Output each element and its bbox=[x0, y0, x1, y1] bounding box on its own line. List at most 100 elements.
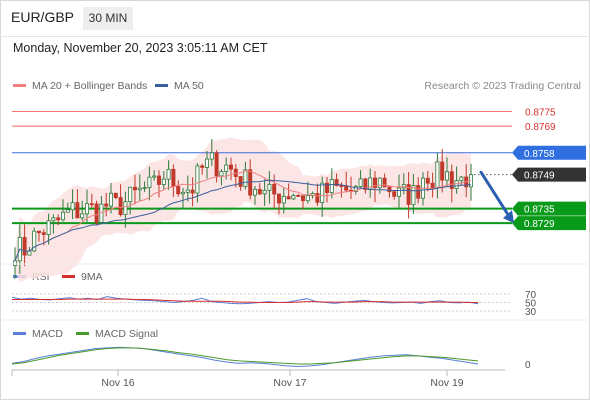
macd-series-0 bbox=[11, 346, 479, 368]
candle-body-58 bbox=[291, 195, 296, 200]
level-label-3: 0.8749 bbox=[524, 171, 555, 182]
candle-body-21 bbox=[113, 192, 118, 198]
level-tag-5: 0.8729 bbox=[512, 216, 586, 231]
candle-body-43 bbox=[219, 171, 224, 177]
candle-body-73 bbox=[363, 178, 368, 191]
candle-body-17 bbox=[94, 203, 99, 223]
candle-body-54 bbox=[272, 183, 277, 195]
legend-macd-signal-label: MACD Signal bbox=[95, 328, 159, 340]
candle-body-93 bbox=[459, 176, 464, 182]
candle-body-38 bbox=[195, 165, 200, 194]
legend-rsi-ma: 9MA bbox=[62, 271, 103, 283]
candle-body-78 bbox=[387, 186, 392, 193]
x-axis-label-0: Nov 16 bbox=[101, 377, 134, 389]
header-divider bbox=[0, 36, 588, 37]
legend-macd: MACD bbox=[13, 328, 63, 340]
candle-body-29 bbox=[152, 175, 157, 178]
candle-body-50 bbox=[252, 188, 257, 196]
candle-body-41 bbox=[209, 152, 214, 160]
candle-body-52 bbox=[262, 189, 267, 195]
candle-body-42 bbox=[214, 152, 219, 177]
level-label-2: 0.8758 bbox=[524, 149, 555, 160]
candle-body-75 bbox=[372, 177, 377, 189]
candle-body-11 bbox=[65, 209, 70, 213]
legend-ma50-label: MA 50 bbox=[174, 80, 204, 92]
candle-body-7 bbox=[46, 220, 51, 235]
candle-body-57 bbox=[286, 196, 291, 200]
macd-tick-0: 0 bbox=[525, 360, 531, 371]
candle-body-83 bbox=[411, 185, 416, 205]
candle-body-44 bbox=[224, 164, 229, 172]
candle-body-37 bbox=[190, 189, 195, 194]
level-tag-3: 0.8749 bbox=[512, 167, 586, 182]
macd-series-1 bbox=[11, 347, 479, 365]
candle-body-8 bbox=[51, 217, 56, 222]
candle-body-22 bbox=[118, 197, 123, 215]
candle-body-76 bbox=[377, 177, 382, 189]
candle-body-82 bbox=[406, 184, 411, 205]
candle-body-10 bbox=[61, 211, 66, 221]
candle-body-92 bbox=[454, 180, 459, 189]
candle-body-14 bbox=[80, 213, 85, 219]
level-label-1: 0.8769 bbox=[525, 122, 556, 133]
candle-body-24 bbox=[128, 186, 133, 203]
candle-body-0 bbox=[12, 260, 17, 267]
legend-ma20: MA 20 + Bollinger Bands bbox=[13, 80, 147, 92]
level-tag-bg-2 bbox=[512, 145, 586, 160]
level-label-5: 0.8729 bbox=[524, 219, 555, 230]
legend-ma20-label: MA 20 + Bollinger Bands bbox=[32, 80, 148, 92]
candle-body-63 bbox=[315, 193, 320, 203]
candle-body-40 bbox=[204, 158, 209, 168]
level-label-0: 0.8775 bbox=[525, 108, 556, 119]
rsi-series-1 bbox=[12, 298, 478, 303]
level-label-4: 0.8735 bbox=[524, 205, 555, 216]
candle-body-84 bbox=[416, 185, 421, 199]
candle-body-72 bbox=[358, 178, 363, 187]
candle-body-27 bbox=[142, 187, 147, 189]
candle-body-6 bbox=[41, 232, 46, 235]
x-axis-label-2: Nov 19 bbox=[430, 377, 463, 389]
ma20-swatch bbox=[13, 83, 26, 87]
signal-swatch bbox=[76, 331, 89, 335]
candle-body-68 bbox=[339, 185, 344, 187]
candle-body-87 bbox=[430, 182, 435, 189]
candle-body-56 bbox=[281, 196, 286, 204]
level-tag-bg-4 bbox=[512, 201, 586, 216]
candle-body-26 bbox=[137, 187, 142, 191]
candle-body-36 bbox=[185, 189, 190, 193]
rsi-tick-0: 70 bbox=[525, 290, 537, 301]
candle-body-74 bbox=[368, 177, 373, 191]
candle-body-55 bbox=[276, 193, 281, 204]
candle-body-86 bbox=[425, 177, 430, 184]
candle-body-48 bbox=[243, 169, 248, 187]
candle-body-9 bbox=[56, 217, 61, 221]
candle-body-64 bbox=[320, 182, 325, 203]
level-tag-bg-3 bbox=[512, 167, 586, 182]
level-tag-2: 0.8758 bbox=[512, 145, 586, 160]
candle-body-32 bbox=[166, 168, 171, 180]
ma50-line bbox=[14, 179, 472, 261]
candle-body-65 bbox=[324, 182, 329, 194]
timeframe-badge[interactable]: 30 MIN bbox=[83, 7, 133, 30]
candle-body-89 bbox=[440, 161, 445, 181]
candle-body-23 bbox=[123, 201, 128, 215]
candle-body-20 bbox=[109, 192, 114, 207]
bollinger-band-area bbox=[15, 137, 471, 283]
candle-body-79 bbox=[392, 191, 397, 197]
rsi-tick-2: 30 bbox=[525, 307, 537, 318]
macd-swatch bbox=[13, 331, 26, 335]
candle-body-59 bbox=[296, 195, 301, 197]
candle-body-33 bbox=[171, 168, 176, 187]
candle-body-91 bbox=[449, 171, 454, 189]
candle-body-15 bbox=[85, 203, 90, 215]
credit-text: Research © 2023 Trading Central bbox=[424, 80, 581, 92]
candle-body-67 bbox=[334, 179, 339, 186]
legend-macd-label: MACD bbox=[32, 328, 63, 340]
candle-body-30 bbox=[156, 175, 161, 185]
candle-body-49 bbox=[248, 169, 253, 196]
candle-body-45 bbox=[228, 164, 233, 170]
candle-body-71 bbox=[353, 186, 358, 192]
candle-body-2 bbox=[22, 237, 27, 256]
forecast-arrow-head bbox=[503, 210, 514, 224]
